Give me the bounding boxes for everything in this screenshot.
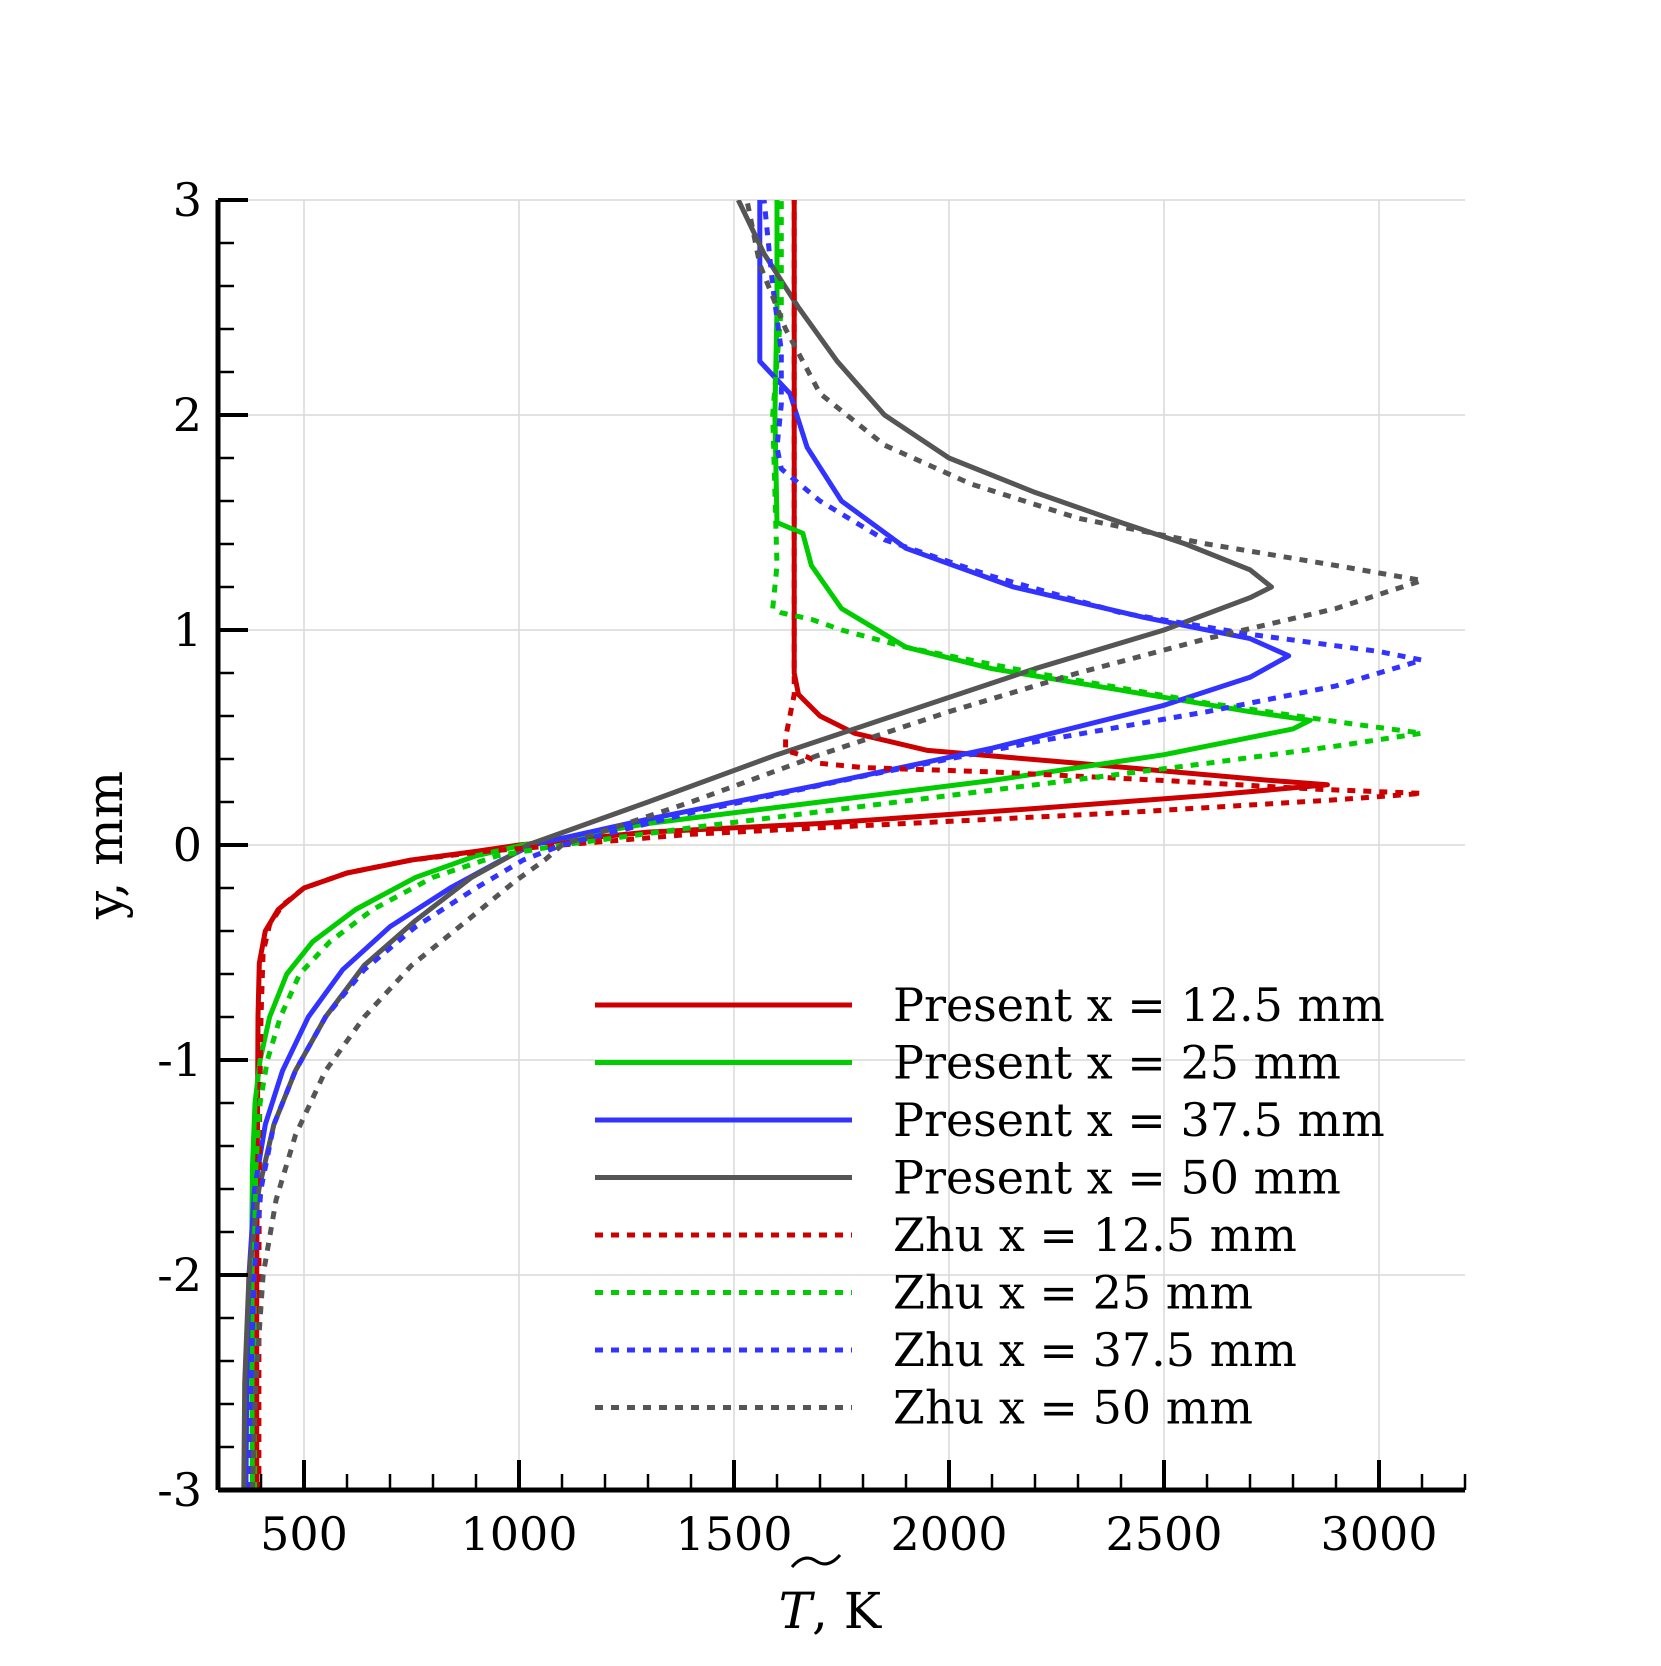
tilde-mark bbox=[790, 1553, 842, 1569]
y-tick-label: -1 bbox=[157, 1033, 202, 1087]
x-axis-unit: , K bbox=[812, 1582, 883, 1640]
legend-label: Zhu x = 12.5 mm bbox=[893, 1208, 1297, 1262]
legend-label: Zhu x = 50 mm bbox=[893, 1381, 1253, 1435]
y-axis-label: y, mm bbox=[76, 771, 134, 920]
x-axis-label: T , K bbox=[779, 1553, 883, 1640]
x-tick-label: 500 bbox=[260, 1507, 348, 1561]
legend-label: Present x = 37.5 mm bbox=[893, 1093, 1385, 1147]
series-line bbox=[256, 200, 1425, 1490]
y-tick-label: -3 bbox=[157, 1463, 202, 1517]
x-axis-symbol: T bbox=[779, 1582, 816, 1640]
ticks bbox=[216, 198, 1467, 1492]
legend-label: Present x = 25 mm bbox=[893, 1036, 1341, 1090]
grid bbox=[218, 199, 1465, 1491]
y-tick-label: -2 bbox=[157, 1248, 202, 1302]
series-line bbox=[243, 200, 1292, 1490]
legend-label: Zhu x = 25 mm bbox=[893, 1266, 1253, 1320]
x-tick-label: 1500 bbox=[675, 1507, 792, 1561]
series-layer bbox=[241, 200, 1425, 1490]
y-tick-label: 3 bbox=[173, 173, 202, 227]
tick-labels: 500 1000 1500 2000 2500 3000 -3 -2 -1 0 1 2 3 bbox=[157, 173, 1437, 1561]
y-tick-label: 2 bbox=[173, 388, 202, 442]
x-tick-label: 3000 bbox=[1320, 1507, 1437, 1561]
series-line bbox=[249, 200, 1313, 1490]
legend-label: Present x = 12.5 mm bbox=[893, 978, 1385, 1032]
series-line bbox=[251, 200, 1425, 1490]
series-line bbox=[254, 200, 1330, 1490]
legend-label: Zhu x = 37.5 mm bbox=[893, 1323, 1297, 1377]
x-tick-label: 1000 bbox=[460, 1507, 577, 1561]
y-tick-label: 0 bbox=[173, 818, 202, 872]
y-tick-label: 1 bbox=[173, 603, 202, 657]
legend-label: Present x = 50 mm bbox=[893, 1151, 1341, 1205]
x-tick-label: 2500 bbox=[1105, 1507, 1222, 1561]
x-tick-label: 2000 bbox=[890, 1507, 1007, 1561]
